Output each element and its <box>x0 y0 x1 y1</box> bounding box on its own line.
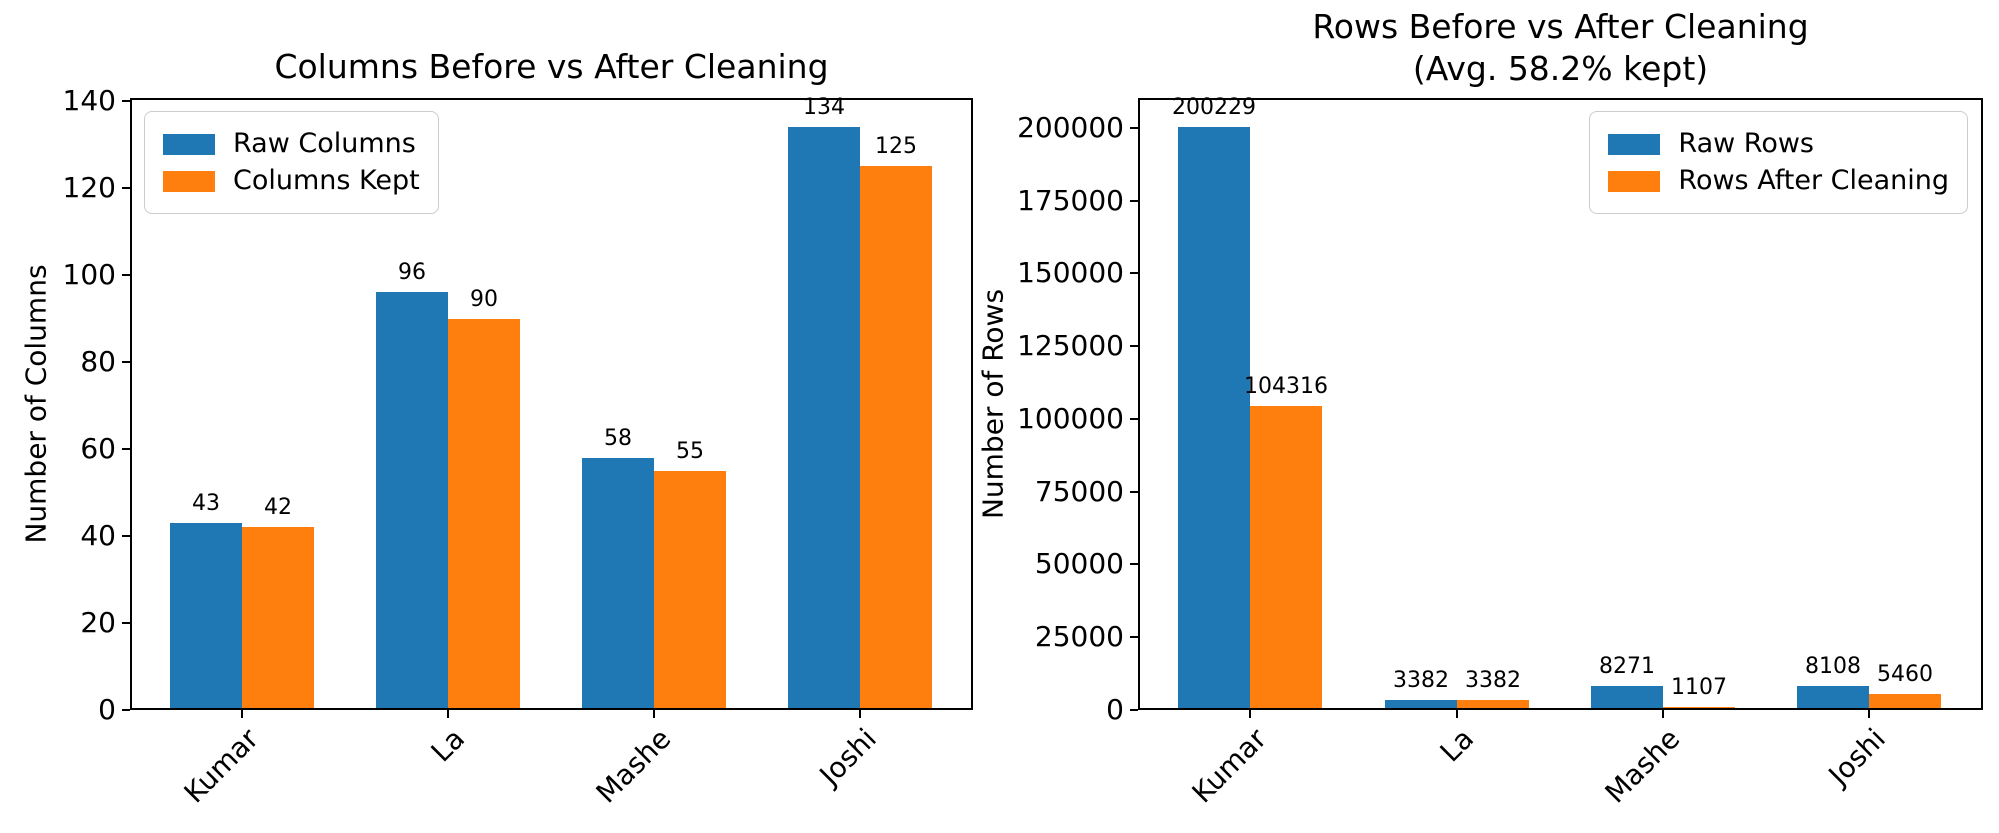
bar-before-joshi <box>1797 686 1869 710</box>
legend: Raw Rows Rows After Cleaning <box>1589 111 1968 214</box>
bar-after-mashe <box>654 471 726 710</box>
bar-value-label: 125 <box>875 134 917 159</box>
bar-value-label: 3382 <box>1465 668 1521 693</box>
y-tick-label: 0 <box>1106 693 1124 726</box>
bar-value-label: 134 <box>803 95 845 120</box>
bar-after-joshi <box>860 166 932 710</box>
y-tick-mark <box>1130 709 1138 711</box>
bar-value-label: 3382 <box>1393 668 1449 693</box>
bar-value-label: 104316 <box>1244 374 1328 399</box>
legend-label: Columns Kept <box>233 165 420 196</box>
y-tick-mark <box>122 448 130 450</box>
x-tick-mark <box>1662 710 1664 718</box>
y-tick-label: 175000 <box>1017 184 1124 217</box>
x-tick-mark <box>1456 710 1458 718</box>
x-tick-label: Joshi <box>560 722 884 792</box>
bar-before-la <box>376 292 448 710</box>
legend-row: Rows After Cleaning <box>1608 166 1949 196</box>
legend-label: Raw Columns <box>233 128 416 159</box>
chart-title-line: Rows Before vs After Cleaning <box>1312 7 1809 46</box>
x-tick-mark <box>447 710 449 718</box>
legend-row: Columns Kept <box>163 166 420 196</box>
y-tick-mark <box>1130 491 1138 493</box>
y-tick-label: 80 <box>80 345 116 378</box>
y-tick-mark <box>1130 200 1138 202</box>
bar-value-label: 200229 <box>1172 95 1256 120</box>
bar-value-label: 8271 <box>1599 654 1655 679</box>
y-tick-mark <box>122 535 130 537</box>
y-tick-mark <box>1130 272 1138 274</box>
legend-label: Raw Rows <box>1678 128 1814 159</box>
y-tick-label: 50000 <box>1034 547 1124 580</box>
bar-before-mashe <box>1591 686 1663 710</box>
y-tick-label: 20 <box>80 606 116 639</box>
x-tick-mark <box>241 710 243 718</box>
legend: Raw Columns Columns Kept <box>144 111 439 214</box>
y-tick-label: 150000 <box>1017 256 1124 289</box>
legend-swatch <box>163 170 215 192</box>
bar-value-label: 8108 <box>1805 654 1861 679</box>
legend-label: Rows After Cleaning <box>1678 165 1949 196</box>
bar-value-label: 43 <box>192 491 220 516</box>
x-tick-mark <box>653 710 655 718</box>
y-tick-label: 0 <box>98 693 116 726</box>
bar-value-label: 42 <box>264 495 292 520</box>
bar-after-la <box>1457 700 1529 710</box>
y-tick-label: 140 <box>62 84 116 117</box>
y-tick-mark <box>122 361 130 363</box>
bar-before-la <box>1385 700 1457 710</box>
y-tick-label: 120 <box>62 171 116 204</box>
bar-before-kumar <box>1178 127 1250 710</box>
x-tick-mark <box>859 710 861 718</box>
y-tick-label: 40 <box>80 519 116 552</box>
bar-value-label: 1107 <box>1671 675 1727 700</box>
bar-before-mashe <box>582 458 654 710</box>
y-tick-label: 25000 <box>1034 620 1124 653</box>
bar-value-label: 55 <box>676 439 704 464</box>
bar-before-joshi <box>788 127 860 710</box>
y-tick-mark <box>122 100 130 102</box>
y-tick-mark <box>122 274 130 276</box>
y-tick-mark <box>122 709 130 711</box>
bar-after-joshi <box>1869 694 1941 710</box>
x-tick-label: Joshi <box>1569 722 1893 792</box>
y-tick-mark <box>1130 345 1138 347</box>
y-tick-label: 75000 <box>1034 475 1124 508</box>
y-tick-mark <box>122 187 130 189</box>
x-tick-label-text: Joshi <box>1822 722 1893 792</box>
bar-value-label: 96 <box>398 260 426 285</box>
x-tick-mark <box>1249 710 1251 718</box>
y-tick-mark <box>1130 636 1138 638</box>
y-tick-label: 200000 <box>1017 111 1124 144</box>
bar-value-label: 58 <box>604 426 632 451</box>
legend-swatch <box>1608 170 1661 192</box>
bar-after-kumar <box>242 527 314 710</box>
y-tick-mark <box>1130 418 1138 420</box>
bar-after-kumar <box>1250 406 1322 710</box>
legend-swatch <box>163 133 215 155</box>
x-tick-mark <box>1868 710 1870 718</box>
y-tick-label: 60 <box>80 432 116 465</box>
y-tick-mark <box>1130 563 1138 565</box>
y-tick-mark <box>1130 127 1138 129</box>
bar-after-mashe <box>1663 707 1735 710</box>
bar-value-label: 90 <box>470 287 498 312</box>
y-tick-label: 125000 <box>1017 329 1124 362</box>
legend-row: Raw Rows <box>1608 129 1949 159</box>
chart-subtitle: (Avg. 58.2% kept) <box>1412 49 1709 88</box>
y-tick-label: 100 <box>62 258 116 291</box>
y-tick-mark <box>122 622 130 624</box>
chart-title: Columns Before vs After Cleaning <box>274 47 829 86</box>
x-tick-label-text: Joshi <box>813 722 884 792</box>
bar-before-kumar <box>170 523 242 710</box>
bar-after-la <box>448 319 520 710</box>
bar-value-label: 5460 <box>1877 662 1933 687</box>
legend-swatch <box>1608 133 1661 155</box>
legend-row: Raw Columns <box>163 129 420 159</box>
y-tick-label: 100000 <box>1017 402 1124 435</box>
chart-title: Rows Before vs After Cleaning (Avg. 58.2… <box>1138 6 1983 90</box>
